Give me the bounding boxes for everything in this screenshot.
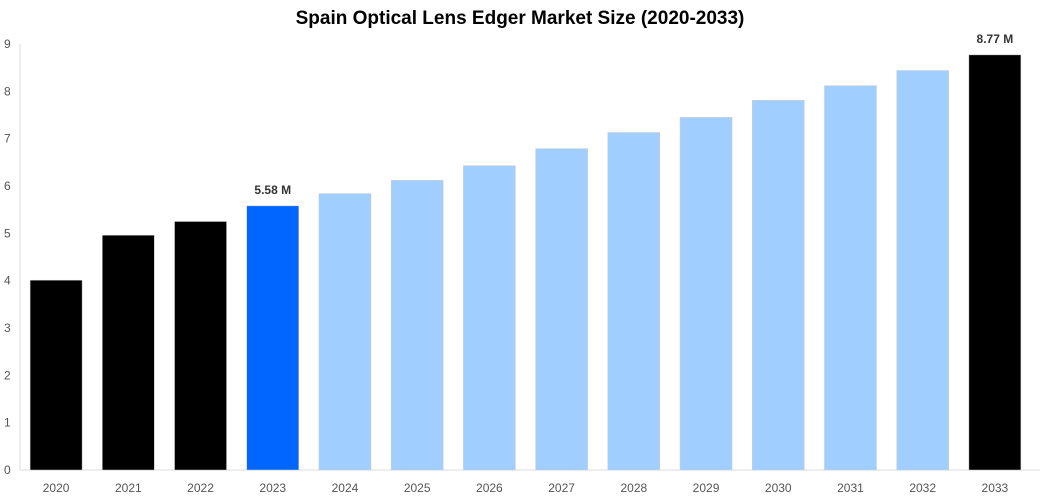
bar-2032 [896, 70, 949, 471]
x-tick-label: 2029 [693, 481, 720, 495]
y-tick-label: 6 [4, 179, 11, 193]
x-tick-label: 2025 [404, 481, 431, 495]
x-tick-label: 2024 [332, 481, 359, 495]
y-tick-label: 3 [4, 321, 11, 335]
y-tick-label: 2 [4, 368, 11, 382]
x-tick-label: 2031 [837, 481, 864, 495]
x-tick-label: 2022 [187, 481, 214, 495]
chart-title: Spain Optical Lens Edger Market Size (20… [295, 8, 745, 29]
x-tick-label: 2020 [43, 481, 70, 495]
x-tick-label: 2030 [765, 481, 792, 495]
x-tick-label: 2033 [982, 481, 1009, 495]
y-tick-label: 0 [4, 463, 11, 477]
x-tick-label: 2028 [620, 481, 647, 495]
y-tick-label: 8 [4, 84, 11, 98]
bar-2025 [390, 180, 444, 471]
bar-2026 [463, 165, 516, 471]
x-tick-label: 2026 [476, 481, 503, 495]
data-label: 5.58 M [254, 183, 291, 197]
bar-2021 [102, 234, 155, 471]
bar-2020 [29, 279, 83, 471]
bar-2023 [246, 205, 299, 471]
x-tick-label: 2021 [115, 481, 142, 495]
bar-2022 [174, 221, 227, 471]
bar-2030 [752, 100, 805, 471]
y-tick-label: 7 [4, 132, 11, 146]
x-tick-label: 2027 [548, 481, 575, 495]
bar-2027 [535, 148, 588, 471]
bar-2031 [824, 85, 877, 471]
y-tick-label: 9 [4, 37, 11, 51]
bar-2024 [318, 193, 372, 471]
y-tick-label: 5 [4, 226, 11, 240]
x-tick-label: 2023 [259, 481, 286, 495]
data-label: 8.77 M [977, 32, 1014, 46]
y-tick-label: 1 [4, 416, 11, 430]
y-tick-label: 4 [4, 274, 11, 288]
x-tick-label: 2032 [909, 481, 936, 495]
bar-2029 [679, 117, 733, 471]
bar-2033 [968, 54, 1022, 471]
bar-2028 [607, 132, 661, 471]
